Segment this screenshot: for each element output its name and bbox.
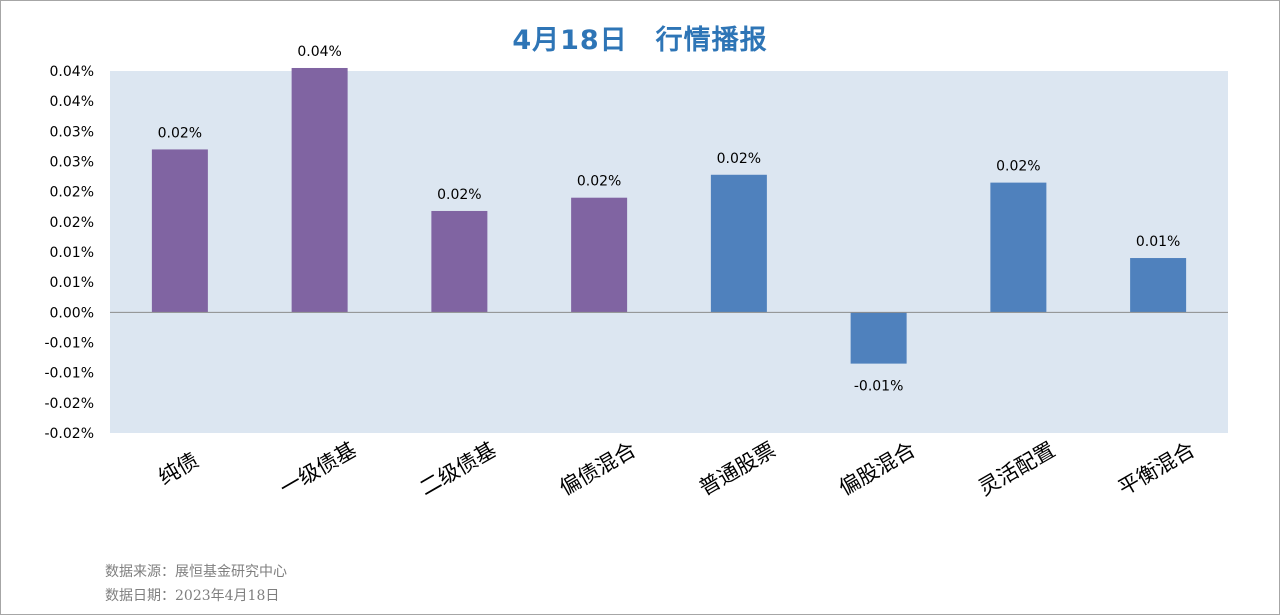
chart-title: 4月18日 行情播报: [512, 25, 768, 56]
bar: [291, 67, 348, 313]
data-label: 0.02%: [996, 159, 1040, 175]
x-tick-label: 二级债基: [416, 438, 501, 501]
plot-area: [110, 71, 1228, 433]
bar: [1130, 258, 1187, 313]
data-label: 0.01%: [1136, 234, 1180, 250]
bar: [151, 149, 208, 313]
data-label: 0.02%: [717, 151, 761, 167]
y-tick-label: -0.01%: [44, 366, 94, 382]
data-date-note: 数据日期：2023年4月18日: [105, 588, 280, 604]
bar: [710, 174, 767, 313]
x-tick-label: 灵活配置: [975, 438, 1060, 501]
y-tick-label: -0.02%: [44, 426, 94, 442]
data-label: 0.04%: [297, 44, 341, 60]
y-tick-label: 0.03%: [50, 124, 94, 140]
y-tick-label: 0.00%: [50, 305, 94, 321]
x-tick-label: 一级债基: [276, 438, 361, 501]
y-tick-label: 0.02%: [50, 215, 94, 231]
x-tick-label: 偏债混合: [555, 438, 640, 501]
bar: [431, 210, 488, 313]
y-tick-label: 0.01%: [50, 245, 94, 261]
y-tick-label: -0.01%: [44, 336, 94, 352]
y-tick-label: 0.01%: [50, 275, 94, 291]
y-tick-label: 0.04%: [50, 64, 94, 80]
y-tick-label: -0.02%: [44, 396, 94, 412]
data-source-note: 数据来源：展恒基金研究中心: [105, 564, 287, 580]
data-label: 0.02%: [437, 187, 481, 203]
data-label: -0.01%: [854, 379, 904, 395]
x-tick-label: 偏股混合: [835, 438, 920, 501]
data-label: 0.02%: [158, 125, 202, 141]
x-tick-label: 纯债: [154, 448, 202, 490]
bar: [571, 197, 628, 313]
y-tick-label: 0.02%: [50, 185, 94, 201]
bar: [990, 182, 1047, 313]
x-tick-label: 平衡混合: [1114, 438, 1199, 501]
bar: [850, 312, 907, 364]
y-tick-label: 0.03%: [50, 155, 94, 171]
data-label: 0.02%: [577, 174, 621, 190]
y-tick-label: 0.04%: [50, 94, 94, 110]
x-tick-label: 普通股票: [695, 438, 780, 501]
